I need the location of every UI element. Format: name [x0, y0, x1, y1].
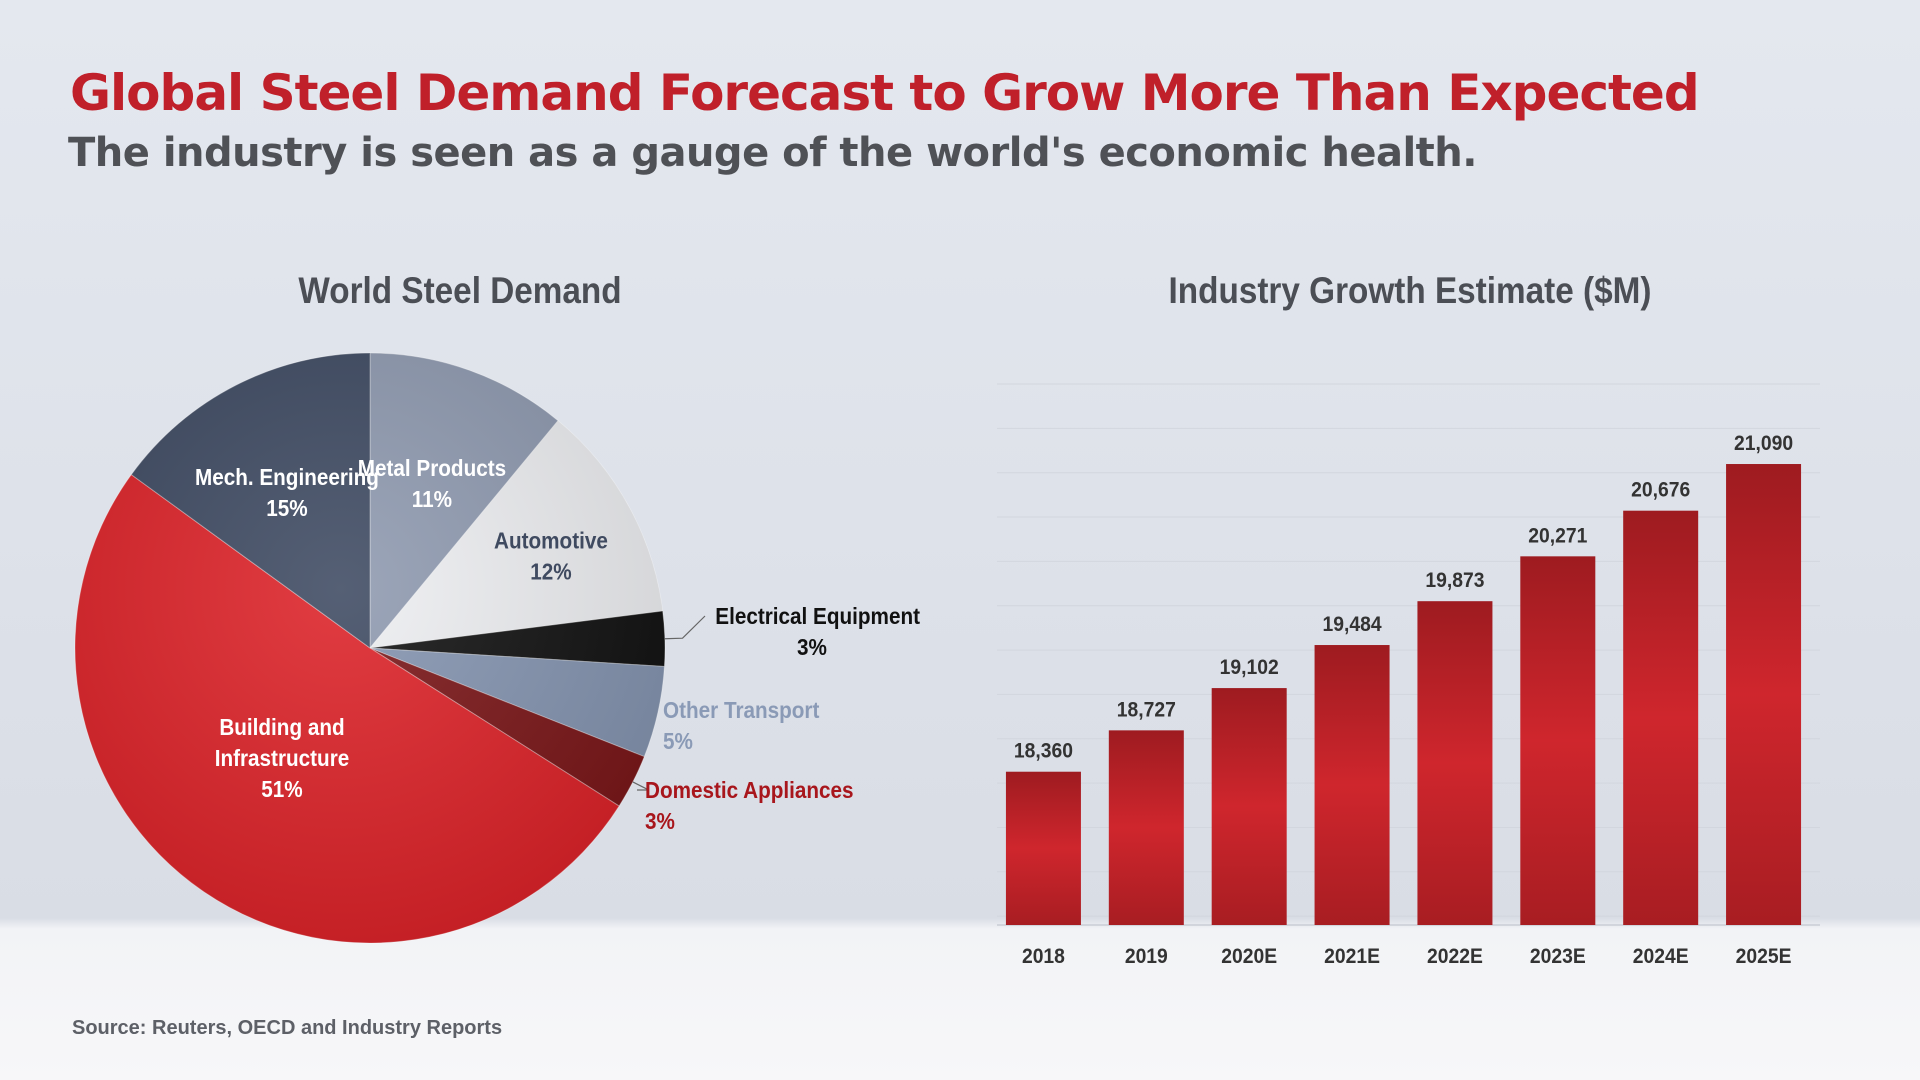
bar-value-label: 19,102: [1220, 656, 1279, 679]
pie-labels: Metal Products 11% Automotive 12% Electrical…: [195, 455, 921, 834]
bar-value-label: 18,360: [1014, 740, 1073, 763]
x-tick-label: 2018: [1022, 945, 1065, 968]
bar-2023e: [1520, 556, 1596, 925]
pie-leader-line: [664, 615, 706, 640]
pie-slice-name: Domestic Appliances: [645, 777, 854, 803]
page-subtitle: The industry is seen as a gauge of the w…: [68, 130, 1477, 176]
x-tick-label: 2022E: [1427, 945, 1483, 968]
bar-value-label: 20,676: [1631, 479, 1690, 502]
x-tick-label: 2019: [1125, 945, 1168, 968]
bar-value-label: 21,090: [1734, 432, 1793, 455]
bar-value-label: 20,271: [1528, 525, 1587, 548]
pie-slice-percent: 3%: [645, 808, 675, 834]
pie-leader-line: [632, 781, 649, 791]
pie-slice-percent: 12%: [530, 558, 571, 584]
pie-slice-name: Automotive: [494, 527, 608, 553]
pie-slice-name: Mech. Engineering: [195, 464, 379, 490]
pie-slice-percent: 51%: [261, 776, 302, 802]
source-note: Source: Reuters, OECD and Industry Repor…: [72, 1017, 503, 1039]
page-title: Global Steel Demand Forecast to Grow Mor…: [70, 64, 1700, 122]
pie-slice-name: Building and: [219, 714, 344, 740]
bar-value-label: 19,484: [1323, 613, 1383, 636]
pie-chart-title: World Steel Demand: [298, 270, 622, 311]
bar-2020e: [1211, 688, 1287, 925]
pie-slice-percent: 15%: [266, 495, 307, 521]
bar-chart-title: Industry Growth Estimate ($M): [1168, 270, 1652, 311]
bar-2025e: [1726, 464, 1802, 925]
x-tick-label: 2021E: [1324, 945, 1380, 968]
pie-slice-percent: 3%: [797, 634, 827, 660]
bar-2018: [1005, 771, 1081, 925]
bar-2024e: [1623, 510, 1699, 925]
pie-slice-name: Metal Products: [358, 455, 506, 481]
pie-slice-percent: 11%: [412, 486, 452, 512]
bar-2022e: [1417, 601, 1493, 925]
bar-value-label: 18,727: [1117, 699, 1176, 722]
x-tick-label: 2020E: [1221, 945, 1277, 968]
bar-2021e: [1314, 645, 1390, 925]
pie-slice-name: Infrastructure: [215, 745, 350, 771]
bar-2019: [1108, 730, 1184, 925]
x-tick-label: 2023E: [1530, 945, 1586, 968]
x-tick-label: 2025E: [1736, 945, 1792, 968]
pie-slice-name: Electrical Equipment: [715, 603, 920, 629]
bar-value-label: 19,873: [1425, 569, 1484, 592]
bar-series: 18,360 2018 18,727 2019 19,102 2020E 19,484 202…: [1005, 432, 1802, 968]
pie-slice-percent: 5%: [663, 728, 693, 754]
pie-chart: [74, 352, 666, 944]
x-tick-label: 2024E: [1633, 945, 1689, 968]
pie-slice-name: Other Transport: [663, 697, 820, 723]
